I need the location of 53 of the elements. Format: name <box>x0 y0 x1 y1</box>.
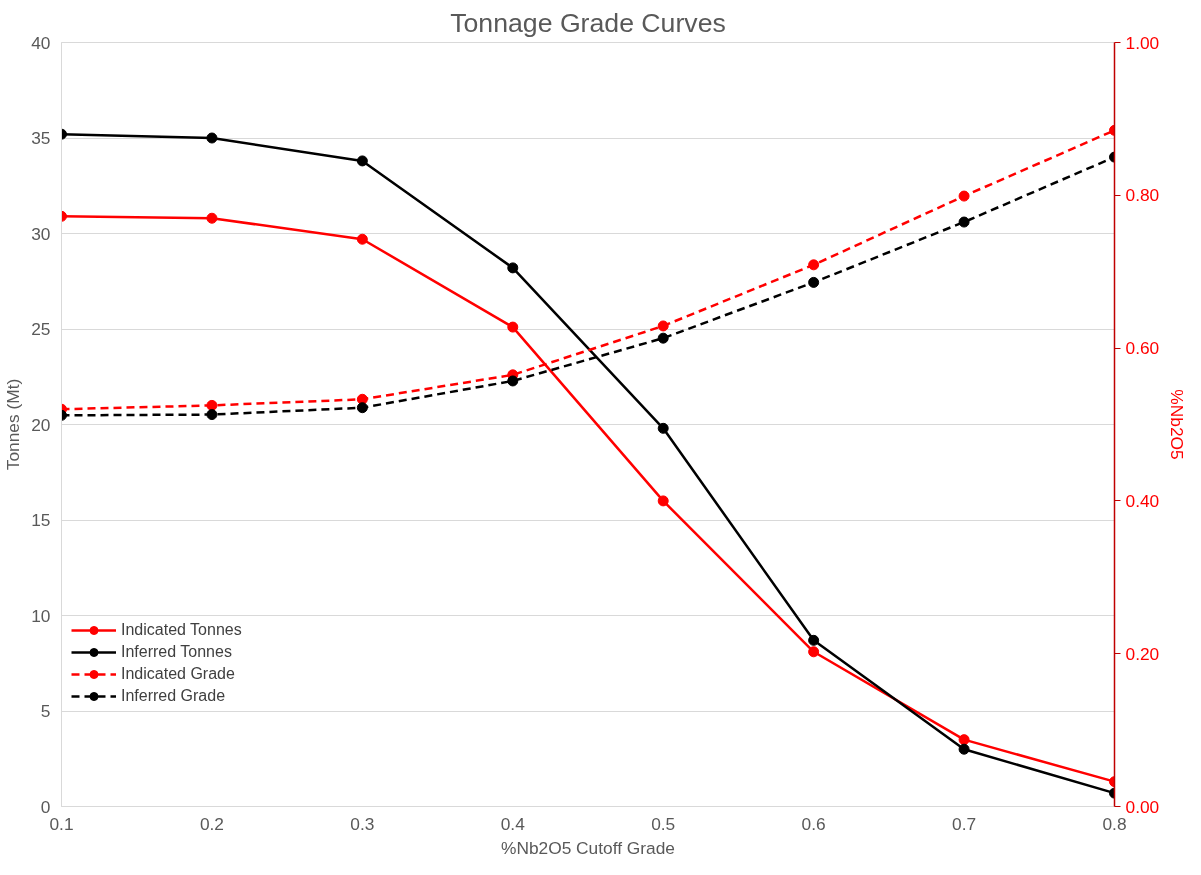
y2-tick-label: 0.40 <box>1125 490 1160 511</box>
point <box>808 276 820 288</box>
y-tick-label: 5 <box>40 701 51 721</box>
x-axis-title: %Nb2O5 Cutoff Grade <box>500 837 676 858</box>
x-tick-label: 0.8 <box>1102 813 1127 834</box>
point <box>958 216 970 228</box>
point <box>657 495 669 507</box>
point <box>808 259 820 271</box>
point <box>808 634 820 646</box>
point <box>356 155 368 167</box>
y2-tick-label: 0.80 <box>1125 185 1160 206</box>
chart-title: Tonnage Grade Curves <box>450 7 726 38</box>
legend-label: Indicated Tonnes <box>121 621 242 639</box>
point <box>958 190 970 202</box>
point <box>507 321 519 333</box>
point <box>808 646 820 658</box>
legend-label: Indicated Grade <box>121 665 235 683</box>
point <box>206 212 218 224</box>
point <box>657 320 669 332</box>
y2-axis-title: %Nb2O5 <box>1167 389 1188 460</box>
point <box>206 132 218 144</box>
x-tick-label: 0.4 <box>500 813 526 834</box>
x-tick-label: 0.6 <box>801 813 826 834</box>
point <box>507 262 519 274</box>
y2-tick-label: 0.60 <box>1125 338 1160 359</box>
y2-tick-label: 0.20 <box>1125 643 1160 664</box>
point <box>958 743 970 755</box>
y-tick-label: 40 <box>31 32 51 53</box>
y-axis-title: Tonnes (Mt) <box>3 378 24 471</box>
x-tick-label: 0.7 <box>952 813 977 834</box>
legend-label: Inferred Tonnes <box>121 643 232 661</box>
y-tick-label: 35 <box>31 128 51 148</box>
y-tick-label: 15 <box>31 510 51 530</box>
y-tick-label: 25 <box>31 319 51 339</box>
y-tick-label: 20 <box>31 414 51 435</box>
y2-tick-label: 1.00 <box>1125 32 1160 53</box>
point <box>206 399 218 411</box>
point <box>958 734 970 746</box>
point <box>507 375 519 387</box>
point <box>657 332 669 344</box>
point <box>356 402 368 414</box>
point <box>356 233 368 245</box>
y-tick-label: 30 <box>31 223 51 244</box>
y-tick-label: 10 <box>31 605 51 626</box>
y2-tick-label: 0.00 <box>1125 796 1160 817</box>
x-tick-label: 0.1 <box>49 813 74 834</box>
x-tick-label: 0.3 <box>350 813 375 834</box>
x-tick-label: 0.5 <box>651 813 676 834</box>
point <box>657 422 669 434</box>
x-tick-label: 0.2 <box>199 813 224 834</box>
point <box>206 409 218 421</box>
y-tick-label: 0 <box>40 796 51 817</box>
legend-label: Inferred Grade <box>121 687 226 705</box>
